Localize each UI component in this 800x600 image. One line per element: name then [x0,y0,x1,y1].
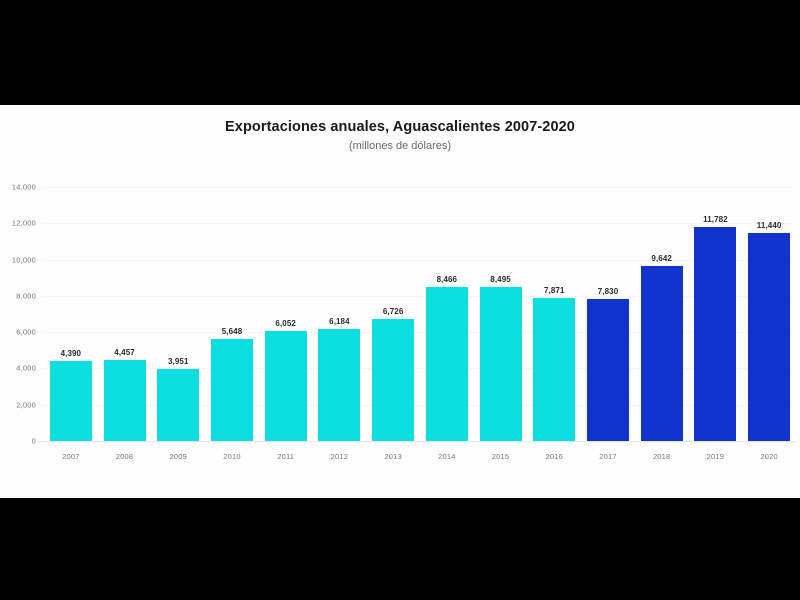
bar-group: 6,184 2012 [313,105,367,498]
x-axis-category-label: 2010 [223,452,241,461]
x-axis-category-label: 2016 [545,452,564,461]
bar-group: 6,052 2011 [259,105,313,498]
gridline [42,404,794,406]
x-axis-category-label: 2017 [599,452,617,461]
bar-value-label: 8,495 [490,275,511,284]
bar-value-label: 9,642 [651,254,672,263]
bar-group: 8,495 2015 [474,105,528,498]
plot-area: 14,000 12,000 10,000 8,000 6,000 4,000 2,000 0 … [0,105,800,498]
bar-value-label: 4,390 [60,349,82,358]
bar[interactable] [586,299,629,441]
bar-group: 11,782 2019 [689,105,743,498]
gridline [42,259,794,261]
x-axis-category-label: 2014 [438,452,456,461]
x-axis-category-label: 2013 [384,452,402,461]
bar-value-label: 11,440 [756,221,782,230]
bar-value-label: 3,951 [168,357,189,366]
bar[interactable] [372,319,415,441]
bar[interactable] [425,287,468,441]
bar[interactable] [264,331,307,441]
bar-value-label: 5,648 [221,327,243,336]
bar-value-label: 7,830 [597,287,619,296]
bar-group: 5,648 2010 [205,105,259,498]
bar-group: 7,871 2016 [527,105,581,498]
bar-value-label: 7,871 [544,286,565,295]
bar-value-label: 6,726 [382,307,404,316]
bar[interactable] [157,369,200,441]
title-block: Exportaciones anuales, Aguascalientes 20… [0,118,800,154]
letterbox-top [0,0,800,105]
y-axis: 14,000 12,000 10,000 8,000 6,000 4,000 2,000 0 [0,105,42,498]
bar[interactable] [640,266,683,441]
chart-subtitle: (millones de dólares) [348,140,452,152]
gridline [42,223,794,225]
y-axis-tick-label: 12,000 [11,218,36,228]
bar-group: 3,951 2009 [151,105,205,498]
x-axis-category-label: 2009 [169,452,188,461]
gridline [42,295,794,297]
x-axis-category-label: 2018 [652,452,671,461]
bar[interactable] [103,360,146,441]
letterbox-bottom [0,498,800,600]
gridline [42,368,794,370]
x-axis-category-label: 2007 [62,452,80,461]
y-axis-tick-label: 6,000 [16,327,36,337]
bar-value-label: 6,052 [275,319,296,328]
bar-group: 9,642 2018 [635,105,689,498]
bar[interactable] [479,287,522,441]
bar-group: 7,830 2017 [581,105,635,498]
bar-group: 4,390 2007 [44,105,98,498]
bar-value-label: 4,457 [114,348,135,357]
x-axis-category-label: 2012 [330,452,349,461]
y-axis-tick-label: 10,000 [11,255,36,265]
bar[interactable] [210,339,253,441]
bar-series: 4,390 2007 4,457 2008 3,951 2009 5,648 2010 6,05… [44,105,796,498]
bar[interactable] [748,233,791,441]
bar[interactable] [533,298,576,441]
x-axis-category-label: 2015 [491,452,510,461]
gridline [42,332,794,334]
bar[interactable] [694,227,737,441]
y-axis-tick-label: 0 [31,436,36,446]
y-axis-tick-label: 14,000 [11,182,36,192]
chart-title: Exportaciones anuales, Aguascalientes 20… [225,119,575,135]
bar-group: 6,726 2013 [366,105,420,498]
bar-group: 11,440 2020 [742,105,796,498]
gridline [42,187,794,188]
y-axis-tick-label: 4,000 [16,363,36,373]
bar-group: 8,466 2014 [420,105,474,498]
x-axis-category-label: 2020 [760,452,778,461]
x-axis-line [38,441,796,442]
y-axis-tick-label: 8,000 [16,291,36,301]
bar-value-label: 6,184 [329,317,350,326]
bar[interactable] [318,329,361,441]
x-axis-category-label: 2019 [706,452,725,461]
chart-slide: Exportaciones anuales, Aguascalientes 20… [0,105,800,498]
x-axis-category-label: 2008 [115,452,134,461]
y-axis-tick-label: 2,000 [16,400,36,410]
bar-value-label: 8,466 [436,275,458,284]
bar-value-label: 11,782 [703,215,728,224]
x-axis-category-label: 2011 [277,452,295,461]
bar[interactable] [49,361,92,441]
bar-group: 4,457 2008 [98,105,152,498]
